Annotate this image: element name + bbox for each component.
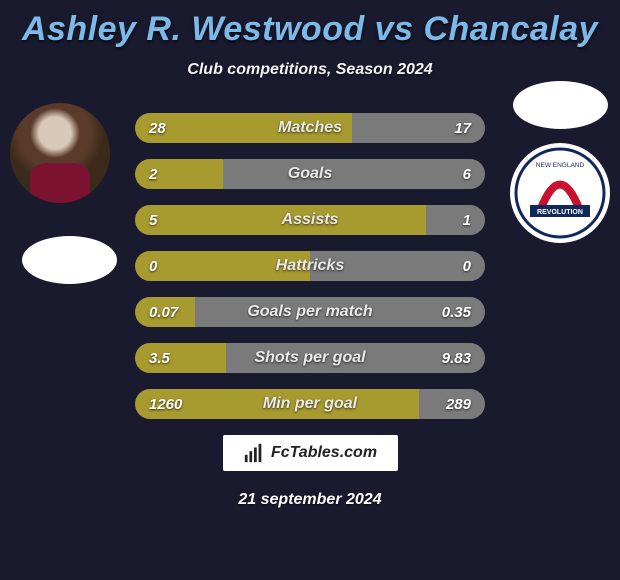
stats-list: Matches28 17 Goals2 6 Assists5 1 Hattricks0 0 Go… [135, 101, 485, 419]
stat-value-right: 1 [463, 205, 471, 235]
stat-row: Min per goal1260 289 [135, 389, 485, 419]
stat-value-right: 289 [446, 389, 471, 419]
stat-row: Matches28 17 [135, 113, 485, 143]
chart-icon [243, 442, 265, 464]
stat-value-right: 0 [463, 251, 471, 281]
stat-row: Hattricks0 0 [135, 251, 485, 281]
svg-text:NEW ENGLAND: NEW ENGLAND [536, 162, 585, 169]
subtitle: Club competitions, Season 2024 [0, 61, 620, 79]
stat-value-right: 17 [454, 113, 471, 143]
stat-label: Hattricks [135, 251, 485, 281]
stat-value-left: 5 [149, 205, 157, 235]
stat-label: Shots per goal [135, 343, 485, 373]
stat-label: Assists [135, 205, 485, 235]
page-title: Ashley R. Westwood vs Chancalay [0, 10, 620, 49]
branding-text: FcTables.com [271, 444, 377, 462]
stat-label: Min per goal [135, 389, 485, 419]
stat-row: Assists5 1 [135, 205, 485, 235]
revolution-logo-icon: REVOLUTION NEW ENGLAND [510, 143, 610, 243]
stat-label: Matches [135, 113, 485, 143]
stat-row: Goals per match0.07 0.35 [135, 297, 485, 327]
comparison-panel: REVOLUTION NEW ENGLAND Matches2817Goals2… [0, 101, 620, 419]
player-right-club-logo: REVOLUTION NEW ENGLAND [510, 143, 610, 243]
stat-value-right: 0.35 [442, 297, 471, 327]
stat-value-left: 0 [149, 251, 157, 281]
svg-text:REVOLUTION: REVOLUTION [537, 209, 583, 216]
date-text: 21 september 2024 [0, 491, 620, 509]
stat-label: Goals per match [135, 297, 485, 327]
stat-value-left: 0.07 [149, 297, 178, 327]
stat-value-right: 9.83 [442, 343, 471, 373]
stat-value-left: 1260 [149, 389, 182, 419]
stat-row: Shots per goal3.5 9.83 [135, 343, 485, 373]
stat-row: Goals2 6 [135, 159, 485, 189]
player-right-flag [513, 81, 608, 129]
branding-badge: FcTables.com [223, 435, 398, 471]
player-left-flag [22, 236, 117, 284]
stat-value-left: 28 [149, 113, 166, 143]
stat-value-right: 6 [463, 159, 471, 189]
stat-label: Goals [135, 159, 485, 189]
player-left-avatar [10, 103, 110, 203]
stat-value-left: 3.5 [149, 343, 170, 373]
stat-value-left: 2 [149, 159, 157, 189]
